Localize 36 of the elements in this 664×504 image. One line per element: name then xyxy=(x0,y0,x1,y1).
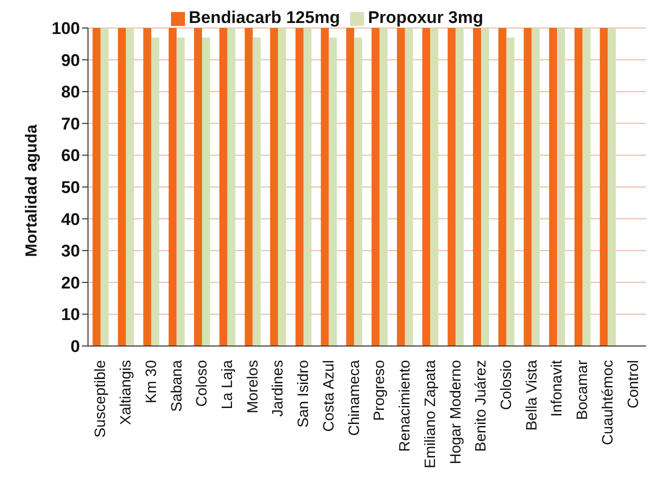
y-tick-label: 40 xyxy=(61,210,80,229)
x-tick-label: Colosio xyxy=(498,360,515,410)
y-tick-label: 50 xyxy=(61,178,80,198)
x-tick-label: Benito Juárez xyxy=(472,360,490,452)
x-tick-label: Infonavit xyxy=(548,359,566,417)
x-tick-label: Jardines xyxy=(270,360,287,417)
y-tick-label: 70 xyxy=(61,114,80,134)
x-tick-label: Progreso xyxy=(371,360,388,421)
x-tick-label: Coloso xyxy=(194,360,211,407)
legend-label: Bendiacarb 125mg xyxy=(188,8,340,27)
legend-label: Propoxur 3mg xyxy=(368,8,484,27)
y-tick-label: 20 xyxy=(61,273,80,292)
x-tick-label: San Isidro xyxy=(295,360,312,428)
y-tick-label: 100 xyxy=(52,19,80,38)
x-tick-label: Hogar Moderno xyxy=(447,360,464,464)
x-tick-label: Costa Azul xyxy=(320,360,338,432)
x-tick-label: Bella Vista xyxy=(523,359,540,431)
y-tick-label: 80 xyxy=(61,82,80,102)
x-tick-label: Chinameca xyxy=(346,359,363,436)
y-tick-label: 90 xyxy=(61,50,80,70)
y-tick-label: 30 xyxy=(61,242,80,261)
x-tick-label: Bocamar xyxy=(574,360,592,420)
x-tick-label: Sabana xyxy=(168,359,186,412)
x-tick-label: Xaltiangis xyxy=(118,360,135,426)
y-tick-label: 10 xyxy=(61,305,80,324)
y-axis-title: Mortalidad aguda xyxy=(24,124,41,257)
x-tick-label: Susceptible xyxy=(92,360,110,438)
x-tick-label: Control xyxy=(624,360,642,408)
x-tick-label: Morelos xyxy=(244,360,262,414)
x-tick-label: La Laja xyxy=(219,359,236,410)
x-tick-label: Emiliano Zapata xyxy=(422,359,439,468)
y-tick-label: 0 xyxy=(70,337,80,356)
x-tick-label: Cuauhtémoc xyxy=(599,360,616,446)
x-tick-label: Renacimiento xyxy=(396,360,414,452)
x-tick-label: Km 30 xyxy=(142,360,160,404)
y-tick-label: 60 xyxy=(61,146,80,166)
